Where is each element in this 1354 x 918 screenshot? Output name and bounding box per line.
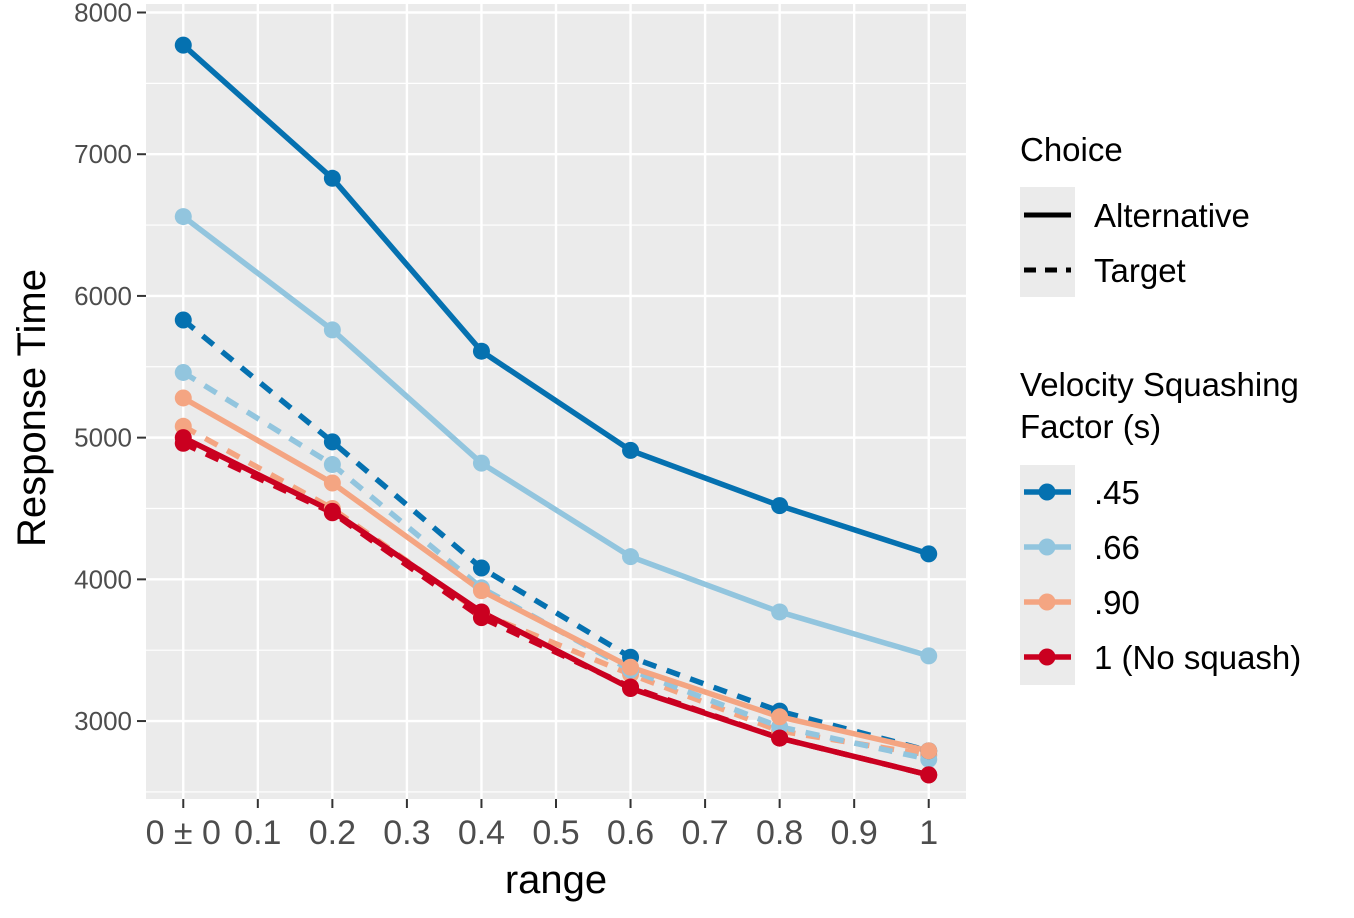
data-point-66-alternative bbox=[174, 208, 192, 226]
series-line-90-alternative bbox=[181, 395, 930, 754]
data-point-45-target bbox=[472, 559, 490, 577]
data-point-90-alternative bbox=[323, 474, 341, 492]
legend-factor-title-line1: Velocity Squashing bbox=[1020, 366, 1299, 403]
legend: Choice Alternative Target Velocity Squash… bbox=[1020, 131, 1301, 685]
legend-factor-title-line2: Factor (s) bbox=[1020, 408, 1161, 445]
x-tick-label: 0.2 bbox=[309, 814, 356, 852]
data-point-66-target bbox=[323, 456, 341, 474]
data-point-66-alternative bbox=[622, 548, 640, 566]
data-point-45-alternative bbox=[174, 36, 192, 54]
data-point-1-alternative bbox=[622, 679, 640, 697]
data-point-66-alternative bbox=[920, 647, 938, 665]
legend-choice-label: Target bbox=[1094, 252, 1186, 289]
legend-factor-key-point bbox=[1038, 483, 1056, 501]
legend-factor-label: .90 bbox=[1094, 584, 1140, 621]
data-point-45-alternative bbox=[472, 342, 490, 360]
legend-choice-label: Alternative bbox=[1094, 197, 1250, 234]
x-tick-label: 1 bbox=[919, 814, 938, 852]
x-tick-label: 0.3 bbox=[383, 814, 430, 852]
legend-choice-title: Choice bbox=[1020, 131, 1123, 168]
x-tick-label: 0.1 bbox=[234, 814, 281, 852]
legend-factor-label: 1 (No squash) bbox=[1094, 639, 1301, 676]
y-tick-label: 6000 bbox=[74, 281, 132, 311]
data-point-90-alternative bbox=[174, 389, 192, 407]
data-point-1-alternative bbox=[323, 502, 341, 520]
y-tick-label: 3000 bbox=[74, 706, 132, 736]
data-point-90-alternative bbox=[472, 582, 490, 600]
x-tick-label: 0.9 bbox=[831, 814, 878, 852]
data-point-45-alternative bbox=[771, 497, 789, 515]
data-point-45-target bbox=[174, 311, 192, 329]
x-tick-label: 0.5 bbox=[532, 814, 579, 852]
x-tick-label: 0.8 bbox=[756, 814, 803, 852]
data-point-1-alternative bbox=[472, 603, 490, 621]
data-point-45-alternative bbox=[622, 441, 640, 459]
x-tick-label: 0.4 bbox=[458, 814, 505, 852]
data-point-66-alternative bbox=[472, 454, 490, 472]
data-point-1-alternative bbox=[771, 729, 789, 747]
data-point-90-alternative bbox=[622, 658, 640, 676]
x-axis-title: range bbox=[505, 858, 607, 902]
legend-factor-label: .45 bbox=[1094, 474, 1140, 511]
y-axis-title: Response Time bbox=[10, 269, 54, 547]
data-point-90-alternative bbox=[771, 708, 789, 726]
x-tick-label: 0.7 bbox=[681, 814, 728, 852]
legend-factor-key-point bbox=[1038, 648, 1056, 666]
y-tick-label: 8000 bbox=[74, 0, 132, 28]
y-tick-labels: 3000 4000 5000 6000 7000 8000 bbox=[74, 0, 132, 736]
data-point-45-alternative bbox=[920, 545, 938, 563]
series-line-45-alternative bbox=[181, 43, 930, 557]
series-line-1-alternative bbox=[182, 435, 930, 778]
data-point-66-alternative bbox=[323, 321, 341, 339]
legend-factor-key-point bbox=[1038, 538, 1056, 556]
data-point-45-target bbox=[323, 433, 341, 451]
data-point-90-alternative bbox=[920, 742, 938, 760]
y-tick-label: 7000 bbox=[74, 139, 132, 169]
legend-factor-label: .66 bbox=[1094, 529, 1140, 566]
series-lines bbox=[181, 43, 930, 778]
legend-key-background bbox=[1020, 465, 1075, 685]
data-point-1-alternative bbox=[174, 429, 192, 447]
y-tick-label: 4000 bbox=[74, 564, 132, 594]
data-point-45-alternative bbox=[323, 169, 341, 187]
data-point-66-target bbox=[174, 363, 192, 381]
legend-key-background bbox=[1020, 187, 1075, 297]
series-points bbox=[174, 36, 938, 784]
data-point-66-alternative bbox=[771, 603, 789, 621]
legend-factor-key-point bbox=[1038, 593, 1056, 611]
series-line-66-alternative bbox=[181, 214, 930, 659]
x-tick-label: 0.6 bbox=[607, 814, 654, 852]
x-tick-label: 0 ± 0 bbox=[146, 814, 221, 852]
axis-ticks bbox=[137, 11, 930, 808]
data-point-1-alternative bbox=[920, 766, 938, 784]
series-line-45-target bbox=[181, 317, 930, 754]
y-tick-label: 5000 bbox=[74, 423, 132, 453]
series-line-90-target bbox=[181, 423, 930, 758]
x-tick-labels: 0 ± 0 0.1 0.2 0.3 0.4 0.5 0.6 0.7 0.8 0.9 1 bbox=[146, 814, 939, 852]
